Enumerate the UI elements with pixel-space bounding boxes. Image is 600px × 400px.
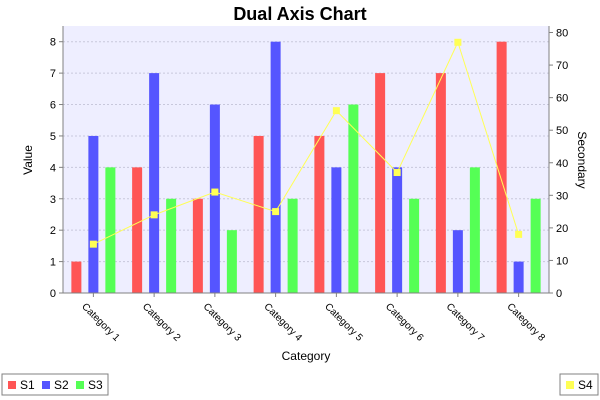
legend-swatch-s1: [8, 381, 16, 389]
x-tick-label: Category 4: [262, 301, 305, 344]
bar-s1-2: [132, 167, 143, 293]
y2-tick-label: 10: [556, 255, 568, 267]
bar-s3-5: [348, 104, 359, 293]
x-tick-label: Category 8: [505, 301, 548, 344]
point-s4-1: [89, 240, 97, 248]
bar-s3-7: [469, 167, 480, 293]
bar-s2-5: [331, 167, 342, 293]
y-tick-label: 0: [50, 288, 56, 300]
legend-swatch-s4: [566, 381, 574, 389]
x-tick-label: Category 7: [444, 301, 487, 344]
point-s4-6: [393, 169, 401, 177]
bar-s3-3: [226, 230, 237, 293]
bar-s3-1: [105, 167, 116, 293]
x-tick-label: Category 6: [383, 301, 426, 344]
x-axis-label: Category: [282, 349, 331, 363]
bar-s3-6: [409, 198, 420, 293]
bar-s2-1: [88, 135, 99, 293]
legend-right: S4: [559, 373, 599, 396]
bar-s1-7: [435, 73, 446, 293]
point-s4-4: [272, 208, 280, 216]
chart-title: Dual Axis Chart: [233, 4, 366, 24]
y2-tick-label: 30: [556, 190, 568, 202]
y-tick-label: 7: [50, 68, 56, 80]
plot-background: [63, 26, 549, 293]
y2-tick-label: 70: [556, 60, 568, 72]
bar-s1-4: [253, 135, 264, 293]
y-tick-label: 2: [50, 225, 56, 237]
bar-s1-1: [71, 261, 82, 293]
legend-swatch-s2: [42, 381, 50, 389]
point-s4-2: [150, 211, 158, 219]
bar-s2-3: [209, 104, 220, 293]
bar-s3-4: [287, 198, 298, 293]
gridlines: [63, 41, 549, 263]
point-s4-8: [515, 230, 523, 238]
bar-s2-2: [149, 73, 160, 293]
y2-tick-label: 80: [556, 28, 568, 40]
bar-s1-3: [192, 198, 203, 293]
legend-box: [1, 373, 109, 396]
legend-left: S1 S2 S3: [1, 373, 109, 396]
y-tick-label: 4: [50, 162, 56, 174]
bar-s3-2: [166, 198, 177, 293]
y-tick-label: 5: [50, 131, 56, 143]
y-tick-label: 1: [50, 257, 56, 269]
y2-tick-label: 60: [556, 93, 568, 105]
x-tick-label: Category 3: [201, 301, 244, 344]
y2-tick-label: 50: [556, 125, 568, 137]
point-s4-3: [211, 188, 219, 196]
secondary-line: [89, 38, 523, 248]
bar-s1-5: [314, 135, 325, 293]
y2-tick-label: 20: [556, 223, 568, 235]
legend-label-s4: S4: [578, 378, 593, 392]
line-s4: [93, 40, 520, 245]
x-tick-label: Category 2: [140, 301, 183, 344]
legend-box: [559, 373, 599, 396]
bar-s1-8: [496, 41, 507, 293]
bar-s2-7: [452, 230, 463, 293]
bar-s2-4: [270, 41, 281, 293]
point-s4-7: [454, 38, 462, 46]
y-tick-label: 3: [50, 194, 56, 206]
bar-s1-6: [375, 73, 386, 293]
y2-tick-label: 40: [556, 158, 568, 170]
legend-swatch-s3: [76, 381, 84, 389]
x-tick-label: Category 5: [322, 301, 365, 344]
y-tick-label: 6: [50, 100, 56, 112]
plot-area: [63, 26, 549, 293]
x-tick-label: Category 1: [79, 301, 122, 344]
y2-axis-label: Secondary: [575, 131, 589, 188]
bar-s2-8: [513, 261, 524, 293]
bar-s2-6: [392, 167, 403, 293]
y-axis-label: Value: [21, 145, 35, 175]
bars: [71, 41, 541, 293]
legend-label-s1: S1: [20, 378, 35, 392]
y-tick-label: 8: [50, 37, 56, 49]
legend-label-s3: S3: [88, 378, 103, 392]
y2-tick-label: 0: [556, 288, 562, 300]
point-s4-5: [332, 107, 340, 115]
legend-label-s2: S2: [54, 378, 69, 392]
bar-s3-8: [530, 198, 541, 293]
